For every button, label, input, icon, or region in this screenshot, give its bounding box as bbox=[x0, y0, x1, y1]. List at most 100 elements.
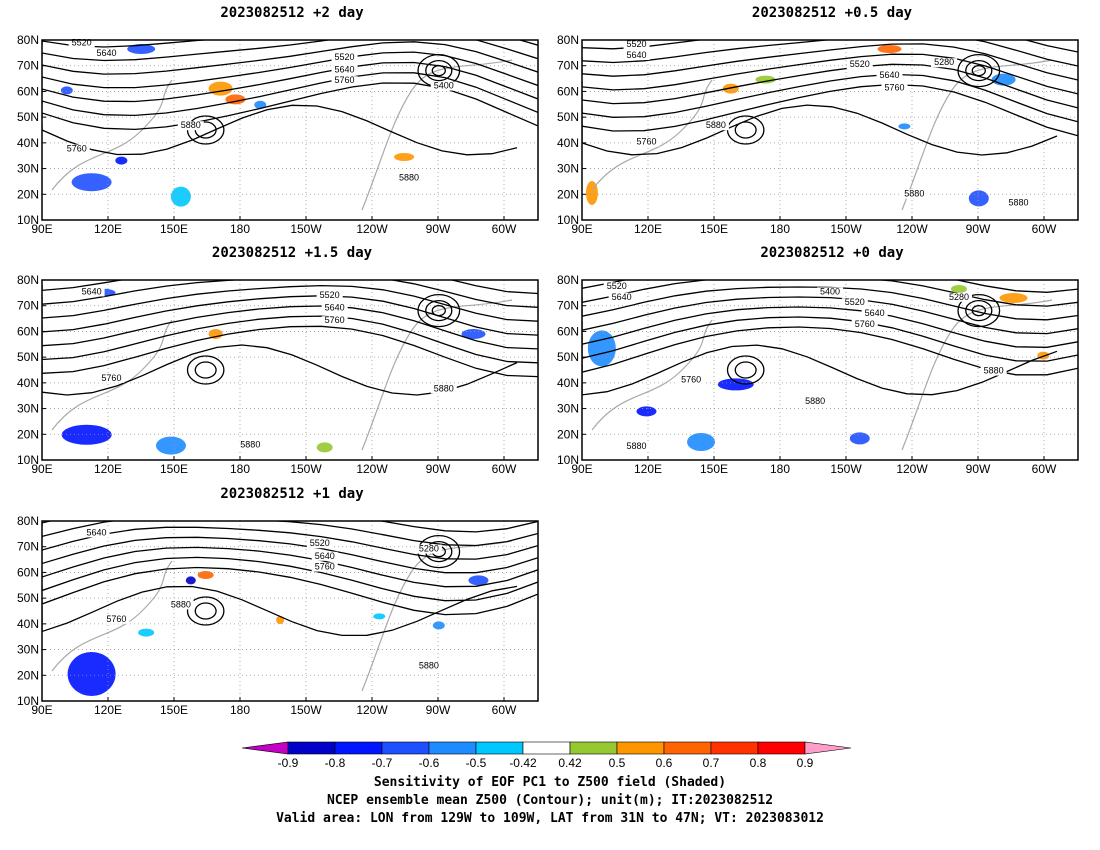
lon-tick-label: 60W bbox=[1032, 222, 1057, 236]
contour-label-bg bbox=[311, 562, 338, 572]
lon-tick-label: 90W bbox=[426, 462, 451, 476]
panel-title: 2023082512 +1 day bbox=[220, 486, 364, 502]
colorbar-segment bbox=[710, 741, 759, 755]
contour-label: 5880 bbox=[706, 120, 726, 130]
lon-tick-label: 120W bbox=[356, 222, 388, 236]
colorbar-tick-label: 0.8 bbox=[750, 756, 767, 770]
map-panel-plus2day: 2023082512 +2 day 5520 5640 5760 5880 5520 56… bbox=[17, 5, 542, 236]
contour-line bbox=[582, 83, 1078, 137]
contour-label-bg bbox=[316, 291, 343, 300]
contour-label-bg bbox=[311, 551, 338, 561]
contour-label: 5760 bbox=[884, 82, 904, 92]
lat-tick-label: 40N bbox=[17, 617, 39, 631]
closed-contour bbox=[965, 59, 993, 82]
lon-tick-label: 120E bbox=[634, 222, 662, 236]
contour-line bbox=[582, 280, 1078, 307]
lon-tick-label: 150E bbox=[700, 222, 728, 236]
contour-label: 5880 bbox=[419, 661, 439, 671]
colorbar-tick-label: -0.42 bbox=[509, 756, 537, 770]
map-plot: 5520564054005520564057605280576058805880… bbox=[557, 273, 1079, 476]
lon-axis: 90E 120E 150E 180 150W 120W 90W 60W bbox=[31, 697, 517, 717]
contour-label-bg bbox=[931, 58, 958, 68]
colorbar-segment bbox=[475, 741, 524, 755]
contour-line bbox=[42, 536, 538, 574]
contour-line bbox=[42, 295, 538, 336]
colorbar: -0.9 -0.8 -0.7 -0.6 -0.5 -0.42 0.42 0.5 0.6 0.7 0.… bbox=[241, 741, 852, 770]
contour-label-bg bbox=[167, 600, 194, 610]
contour-label-bg bbox=[841, 298, 868, 308]
panel-title: 2023082512 +1.5 day bbox=[211, 245, 373, 261]
contour-line bbox=[582, 43, 1078, 81]
shading-patch bbox=[968, 190, 989, 207]
shading-patch bbox=[127, 44, 156, 54]
contour-line bbox=[582, 280, 1078, 293]
shading-patch bbox=[394, 153, 415, 161]
lon-tick-label: 150E bbox=[160, 462, 188, 476]
colorbar-tick-label: -0.8 bbox=[325, 756, 346, 770]
graticule bbox=[42, 280, 538, 460]
colorbar-tick-label: 0.5 bbox=[609, 756, 626, 770]
contour-label-bg bbox=[802, 397, 829, 407]
lon-axis: 90E 120E 150E 180 150W 120W 90W 60W bbox=[571, 216, 1057, 236]
lat-tick-label: 70N bbox=[557, 299, 579, 313]
lat-tick-label: 70N bbox=[17, 299, 39, 313]
contour-line bbox=[582, 344, 1058, 396]
closed-contour bbox=[971, 304, 986, 317]
lon-tick-label: 150W bbox=[830, 222, 862, 236]
lat-tick-label: 10N bbox=[17, 694, 39, 708]
sensitivity-shading bbox=[61, 288, 486, 455]
closed-contour bbox=[965, 299, 993, 322]
contour-label: 5280 bbox=[419, 544, 439, 554]
contour-label-bg bbox=[702, 121, 729, 131]
colorbar-tick-label: -0.5 bbox=[466, 756, 487, 770]
lat-tick-label: 80N bbox=[557, 33, 579, 47]
lat-tick-label: 60N bbox=[17, 565, 39, 579]
shading-patch bbox=[432, 621, 445, 630]
contour-label-bg bbox=[415, 544, 442, 554]
closed-contour bbox=[194, 602, 217, 620]
colorbar-tick-label: 0.9 bbox=[797, 756, 814, 770]
shading-patch bbox=[185, 576, 196, 585]
contour-line bbox=[582, 40, 1078, 67]
contour-line bbox=[42, 280, 538, 308]
contour-label-bg bbox=[623, 51, 650, 60]
shading-patch bbox=[687, 433, 716, 451]
contour-label: 5760 bbox=[636, 136, 656, 146]
lat-axis: 80N 70N 60N 50N 40N 30N 20N 10N bbox=[557, 273, 586, 467]
shading-patch bbox=[950, 285, 967, 293]
colorbar-tick-label: 0.42 bbox=[558, 756, 582, 770]
lat-tick-label: 80N bbox=[17, 514, 39, 528]
coastline-asia bbox=[51, 560, 173, 672]
lat-tick-label: 60N bbox=[17, 324, 39, 338]
contour-label-bg bbox=[63, 144, 90, 154]
colorbar-segment bbox=[334, 741, 383, 755]
lon-tick-label: 150E bbox=[160, 222, 188, 236]
shading-patch bbox=[316, 442, 333, 453]
lat-tick-label: 30N bbox=[17, 402, 39, 416]
contour-line bbox=[42, 315, 538, 364]
map-panel-plus0p5day: 2023082512 +0.5 day 5520 5640 5760 5880 5520… bbox=[557, 5, 1082, 236]
contour-line bbox=[42, 104, 518, 156]
shading-patch bbox=[61, 424, 112, 445]
lon-tick-label: 120W bbox=[356, 703, 388, 717]
contour-label: 5880 bbox=[805, 396, 825, 406]
colorbar-tick-label: -0.7 bbox=[372, 756, 393, 770]
lon-axis: 90E 120E 150E 180 150W 120W 90W 60W bbox=[571, 456, 1057, 476]
contour-label: 5760 bbox=[67, 144, 87, 154]
shading-patch bbox=[898, 123, 911, 130]
contour-label: 5520 bbox=[845, 297, 865, 307]
lon-tick-label: 120E bbox=[94, 222, 122, 236]
closed-contour bbox=[194, 361, 217, 379]
shading-patch bbox=[67, 652, 116, 696]
coastline-america bbox=[901, 59, 1053, 211]
lon-tick-label: 150W bbox=[290, 462, 322, 476]
contour-label-bg bbox=[93, 49, 120, 59]
shading-patch bbox=[208, 81, 233, 96]
lat-tick-label: 30N bbox=[557, 162, 579, 176]
contour-label: 5640 bbox=[325, 303, 345, 313]
contour-label: 5640 bbox=[315, 551, 335, 561]
shading-patch bbox=[999, 293, 1028, 303]
shading-patch bbox=[254, 100, 267, 109]
closed-contour bbox=[425, 299, 453, 322]
